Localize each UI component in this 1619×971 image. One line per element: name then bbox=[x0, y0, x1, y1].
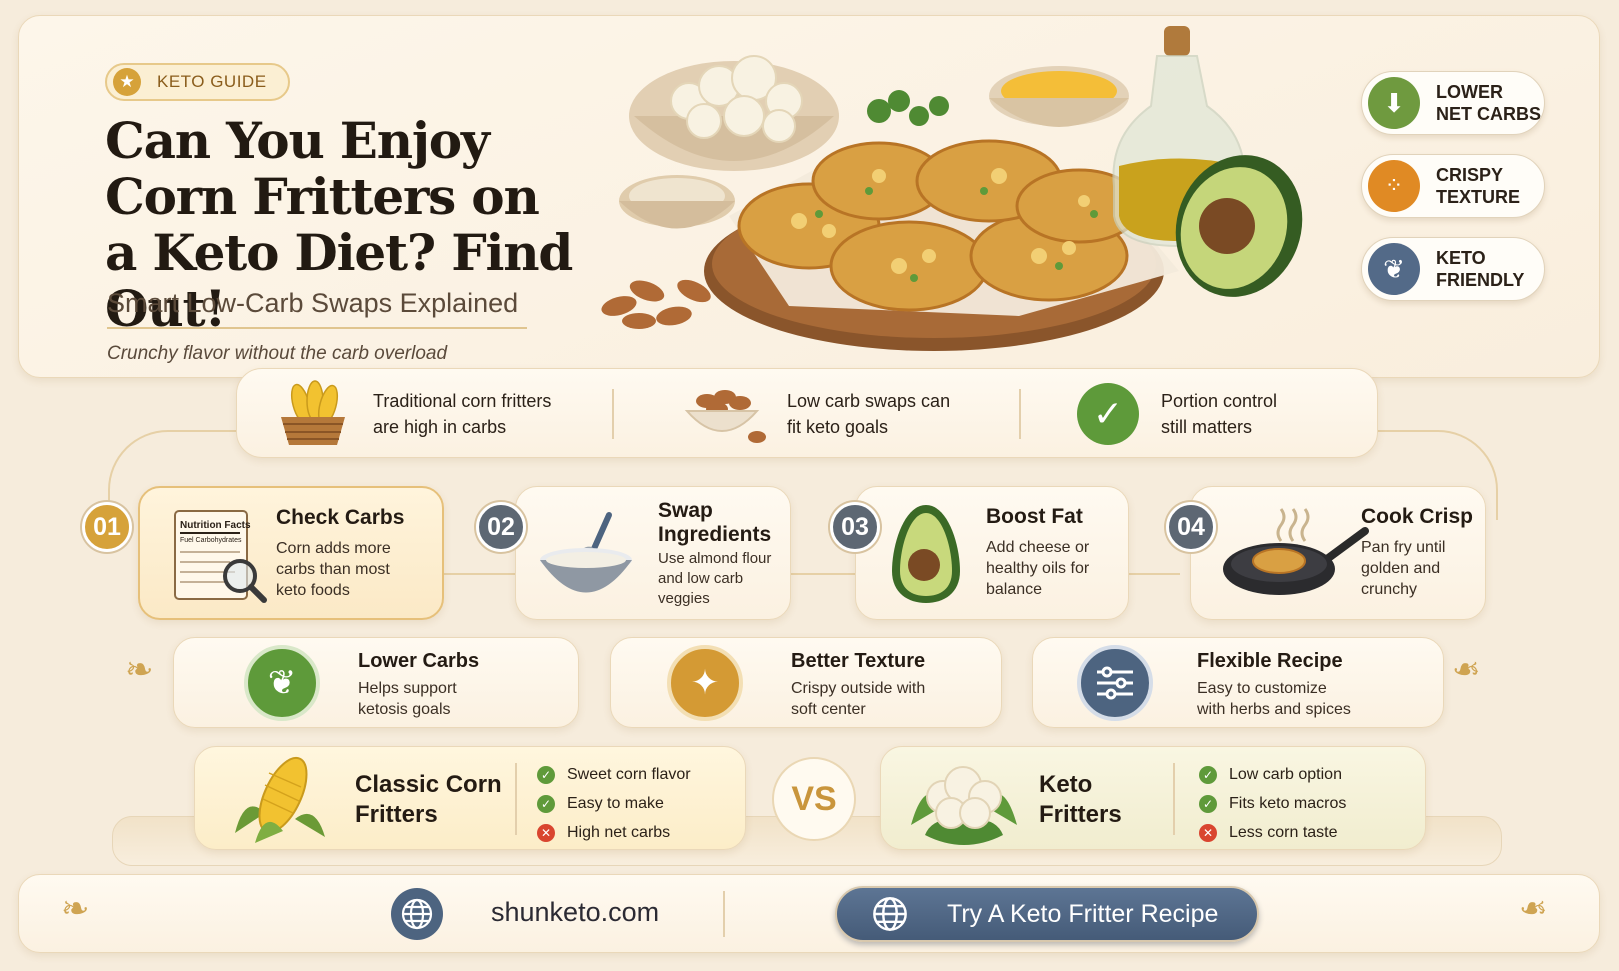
feature-lower-net-carbs: ⬇ LOWER NET CARBS bbox=[1361, 71, 1545, 135]
step-number-02: 02 bbox=[476, 502, 526, 552]
benefit-description: Easy to customize with herbs and spices bbox=[1197, 680, 1351, 718]
step-title: Boost Fat bbox=[986, 505, 1083, 528]
wheat-sprig-icon: ❧ bbox=[61, 890, 90, 928]
list-item: ✕ Less corn taste bbox=[1199, 818, 1346, 847]
step-title: Swap Ingredients bbox=[658, 499, 772, 546]
divider bbox=[515, 763, 517, 835]
globe-icon bbox=[391, 888, 443, 940]
feature-label: CRISPY TEXTURE bbox=[1436, 165, 1521, 207]
step-card-boost-fat: Boost Fat Add cheese or healthy oils for b… bbox=[855, 486, 1129, 620]
benefit-description: Helps support ketosis goals bbox=[358, 680, 457, 718]
cauliflower-icon bbox=[911, 766, 1017, 845]
benefit-better-texture: ✦ Better Texture Crispy outside with soft… bbox=[610, 637, 1002, 728]
benefit-description: Crispy outside with soft center bbox=[791, 680, 926, 718]
fact-text: Low carb swaps can fit keto goals bbox=[787, 391, 951, 437]
arrow-down-icon: ⬇ bbox=[1368, 77, 1420, 129]
step-number-01: 01 bbox=[82, 502, 132, 552]
feature-label: LOWER NET CARBS bbox=[1436, 82, 1542, 124]
corn-cob-icon bbox=[235, 756, 325, 843]
vs-badge: VS bbox=[772, 757, 856, 841]
badge-label: KETO GUIDE bbox=[157, 72, 267, 91]
almond-bowl-icon bbox=[684, 390, 766, 443]
benefit-flexible-recipe: Flexible Recipe Easy to customize with he… bbox=[1032, 637, 1444, 728]
nutrition-facts-sublabel: Fuel Carbohydrates bbox=[180, 537, 242, 544]
step-description: Use almond flour and low carb veggies bbox=[658, 550, 772, 607]
benefit-title: Better Texture bbox=[791, 650, 926, 672]
comparison-classic: Classic Corn Fritters ✓ Sweet corn flavor … bbox=[194, 746, 746, 850]
comparison-title: Keto Fritters bbox=[1039, 771, 1122, 828]
title-line-2: Corn Fritters on bbox=[105, 167, 540, 226]
wheat-sprig-icon: ❧ bbox=[1452, 651, 1481, 689]
facts-bar: Traditional corn fritters are high in car… bbox=[236, 368, 1378, 458]
avocado-icon bbox=[892, 505, 960, 603]
nutrition-facts-label: Nutrition Facts bbox=[180, 520, 251, 531]
step-title: Check Carbs bbox=[276, 506, 405, 529]
comparison-keto: Keto Fritters ✓ Low carb option ✓ Fits keto… bbox=[880, 746, 1426, 850]
sparkle-icon: ✦ bbox=[667, 645, 743, 721]
frying-pan-icon bbox=[1223, 508, 1369, 595]
title-line-1: Can You Enjoy bbox=[105, 111, 490, 170]
star-icon: ★ bbox=[113, 68, 141, 96]
step-card-cook-crisp: Cook Crisp Pan fry until golden and crunch… bbox=[1190, 486, 1486, 620]
step-number-03: 03 bbox=[830, 502, 880, 552]
list-item: ✓ Sweet corn flavor bbox=[537, 760, 691, 789]
comparison-list: ✓ Sweet corn flavor ✓ Easy to make ✕ High n… bbox=[537, 760, 691, 847]
divider bbox=[1173, 763, 1175, 835]
hero-panel: ★ KETO GUIDE Can You Enjoy Corn Fritters… bbox=[18, 15, 1600, 378]
keto-guide-badge: ★ KETO GUIDE bbox=[105, 63, 290, 101]
page-title: Can You Enjoy Corn Fritters on a Keto Di… bbox=[105, 113, 645, 337]
comparison-title: Classic Corn Fritters bbox=[355, 771, 502, 828]
fact-text: Portion control still matters bbox=[1161, 391, 1278, 437]
leaf-icon: ❦ bbox=[244, 645, 320, 721]
texture-dots-icon: ⁘ bbox=[1368, 160, 1420, 212]
page-subtitle: Smart Low-Carb Swaps Explained bbox=[107, 288, 527, 329]
wheat-sprig-icon: ❧ bbox=[1519, 890, 1548, 928]
cta-label: Try A Keto Fritter Recipe bbox=[947, 899, 1219, 928]
step-card-swap-ingredients: Swap Ingredients Use almond flour and low … bbox=[515, 486, 791, 620]
try-recipe-button[interactable]: Try A Keto Fritter Recipe bbox=[835, 886, 1259, 942]
corn-fritters-illustration bbox=[601, 26, 1303, 351]
list-item: ✓ Fits keto macros bbox=[1199, 789, 1346, 818]
cross-icon: ✕ bbox=[1199, 823, 1217, 842]
step-number-04: 04 bbox=[1166, 502, 1216, 552]
step-description: Pan fry until golden and crunchy bbox=[1361, 539, 1446, 598]
corn-basket-icon bbox=[281, 380, 345, 445]
step-description: Add cheese or healthy oils for balance bbox=[986, 539, 1090, 598]
step-card-check-carbs: Nutrition Facts Fuel Carbohydrates Check… bbox=[138, 486, 444, 620]
check-icon: ✓ bbox=[537, 765, 555, 784]
sliders-icon bbox=[1077, 645, 1153, 721]
benefit-title: Flexible Recipe bbox=[1197, 650, 1343, 672]
fact-item: Traditional corn fritters are high in car… bbox=[273, 369, 551, 459]
feature-label: KETO FRIENDLY bbox=[1436, 248, 1525, 290]
leaf-icon: ❦ bbox=[1368, 243, 1420, 295]
footer-bar: ❧ ❧ shunketo.com Try A Keto Fritter Reci… bbox=[18, 874, 1600, 953]
divider bbox=[1019, 389, 1021, 439]
website-link[interactable]: shunketo.com bbox=[491, 897, 660, 927]
tagline: Crunchy flavor without the carb overload bbox=[107, 343, 448, 364]
comparison-list: ✓ Low carb option ✓ Fits keto macros ✕ Less… bbox=[1199, 760, 1346, 847]
step-title: Cook Crisp bbox=[1361, 505, 1474, 528]
feature-keto-friendly: ❦ KETO FRIENDLY bbox=[1361, 237, 1545, 301]
nutrition-facts-icon: Nutrition Facts Fuel Carbohydrates bbox=[174, 510, 267, 603]
mixing-bowl-icon bbox=[540, 512, 632, 593]
fact-item: Low carb swaps can fit keto goals bbox=[677, 369, 950, 459]
list-item: ✓ Easy to make bbox=[537, 789, 691, 818]
check-icon: ✓ bbox=[1199, 794, 1217, 813]
check-icon: ✓ bbox=[1199, 765, 1217, 784]
fact-item: ✓ Portion control still matters bbox=[1077, 369, 1277, 459]
step-description: Corn adds more carbs than most keto foods bbox=[276, 540, 391, 599]
benefit-title: Lower Carbs bbox=[358, 650, 480, 672]
benefit-lower-carbs: ❦ Lower Carbs Helps support ketosis goals bbox=[173, 637, 579, 728]
wheat-sprig-icon: ❧ bbox=[125, 651, 154, 689]
list-item: ✓ Low carb option bbox=[1199, 760, 1346, 789]
fact-text: Traditional corn fritters are high in car… bbox=[373, 391, 552, 437]
divider bbox=[723, 891, 725, 937]
cross-icon: ✕ bbox=[537, 823, 555, 842]
list-item: ✕ High net carbs bbox=[537, 818, 691, 847]
feature-crispy-texture: ⁘ CRISPY TEXTURE bbox=[1361, 154, 1545, 218]
divider bbox=[612, 389, 614, 439]
check-circle-icon: ✓ bbox=[1077, 383, 1139, 445]
check-icon: ✓ bbox=[537, 794, 555, 813]
globe-icon bbox=[873, 897, 907, 931]
